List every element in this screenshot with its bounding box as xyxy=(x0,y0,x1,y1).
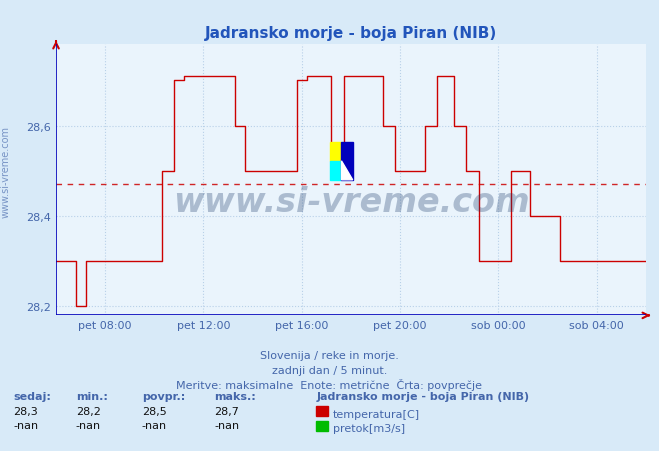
Text: pretok[m3/s]: pretok[m3/s] xyxy=(333,423,405,433)
Text: Meritve: maksimalne  Enote: metrične  Črta: povprečje: Meritve: maksimalne Enote: metrične Črta… xyxy=(177,378,482,390)
Text: 28,3: 28,3 xyxy=(13,406,38,416)
Bar xyxy=(330,161,341,180)
Text: Jadransko morje - boja Piran (NIB): Jadransko morje - boja Piran (NIB) xyxy=(316,391,529,401)
Text: zadnji dan / 5 minut.: zadnji dan / 5 minut. xyxy=(272,365,387,375)
Bar xyxy=(330,143,341,161)
Text: 28,7: 28,7 xyxy=(214,406,239,416)
Text: www.si-vreme.com: www.si-vreme.com xyxy=(0,125,11,217)
Text: 28,2: 28,2 xyxy=(76,406,101,416)
Text: Slovenija / reke in morje.: Slovenija / reke in morje. xyxy=(260,350,399,360)
Text: temperatura[C]: temperatura[C] xyxy=(333,409,420,419)
Text: min.:: min.: xyxy=(76,391,107,401)
Text: povpr.:: povpr.: xyxy=(142,391,185,401)
Text: maks.:: maks.: xyxy=(214,391,256,401)
Text: -nan: -nan xyxy=(142,420,167,430)
Bar xyxy=(341,143,353,180)
Text: www.si-vreme.com: www.si-vreme.com xyxy=(173,185,529,219)
Text: 28,5: 28,5 xyxy=(142,406,167,416)
Text: -nan: -nan xyxy=(214,420,239,430)
Text: -nan: -nan xyxy=(13,420,38,430)
Text: -nan: -nan xyxy=(76,420,101,430)
Polygon shape xyxy=(341,161,353,180)
Title: Jadransko morje - boja Piran (NIB): Jadransko morje - boja Piran (NIB) xyxy=(205,26,497,41)
Text: sedaj:: sedaj: xyxy=(13,391,51,401)
